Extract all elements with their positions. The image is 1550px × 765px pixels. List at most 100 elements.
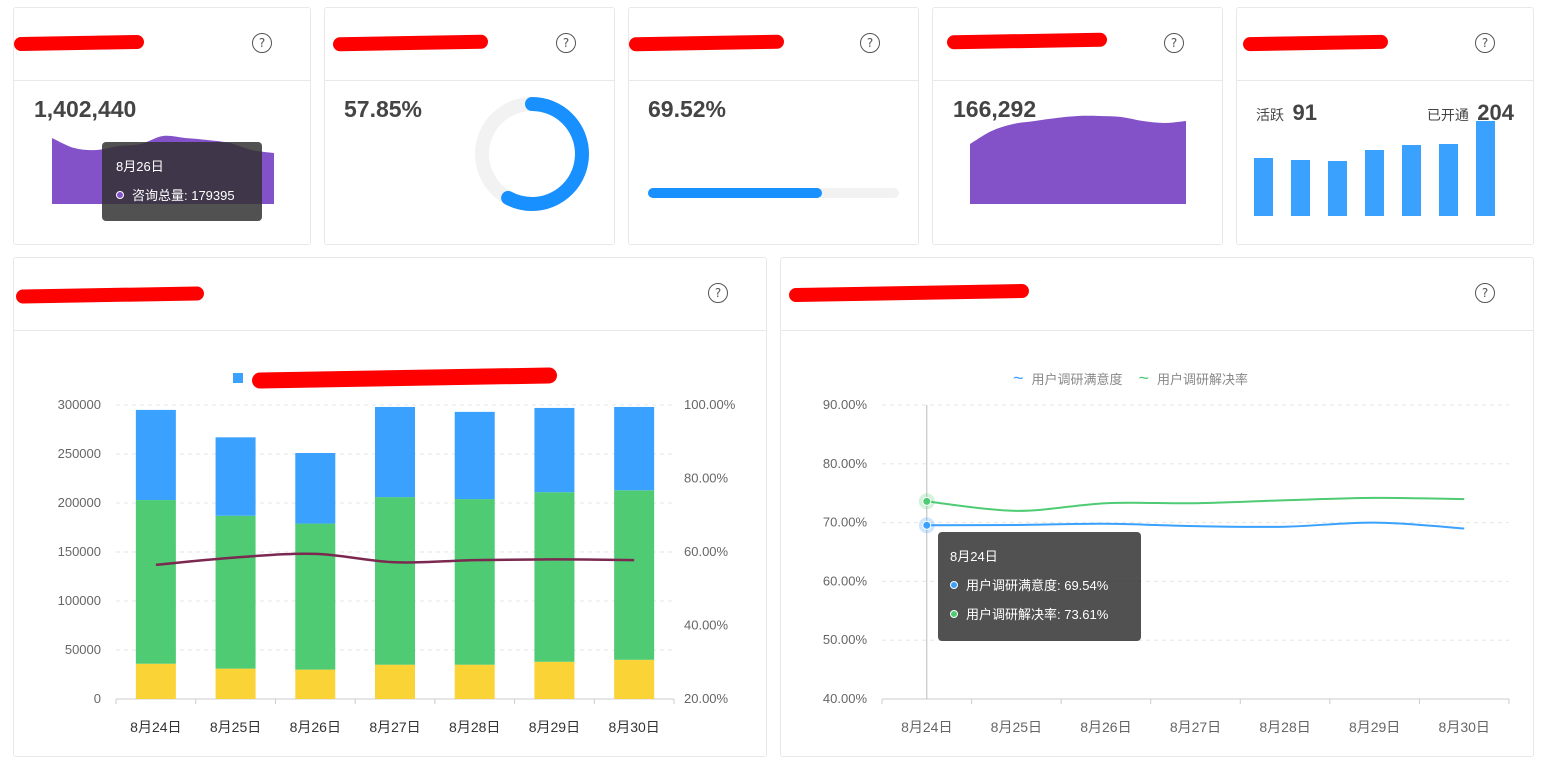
card-header: ?: [628, 8, 918, 81]
metric-value: 1,402,440: [34, 96, 137, 122]
y-tick-label: 150000: [58, 544, 101, 559]
legend-line-icon[interactable]: ~: [1013, 368, 1024, 388]
x-tick-label: 8月25日: [991, 719, 1042, 735]
bar-segment: [534, 407, 575, 493]
stacked-bar-chart: 300000 250000 200000 150000 100000 50000 0 100.…: [58, 397, 736, 735]
help-icon[interactable]: ?: [1475, 283, 1495, 303]
card-header: ?: [13, 8, 310, 81]
metric-value: 69.52%: [648, 96, 727, 122]
progress-track: [648, 188, 899, 198]
bar-segment: [614, 406, 655, 491]
series-dot-icon: [950, 580, 958, 589]
sparkline-fill: [970, 115, 1186, 204]
y-tick-label: 250000: [58, 446, 101, 461]
card-line-chart: ? 90.00% 80.00% 70.00% 60.00% 50.00% 40.00% 8月…: [780, 257, 1534, 757]
help-icon[interactable]: ?: [252, 33, 272, 53]
open-label: 已开通: [1426, 107, 1469, 123]
mini-bar: [1439, 144, 1458, 216]
bar-segment: [454, 411, 495, 500]
bar-segment: [295, 453, 336, 524]
donut-chart: [475, 97, 589, 211]
bar-segment: [215, 437, 256, 516]
donut-fill: [475, 97, 589, 211]
x-tick-label: 8月29日: [529, 719, 580, 735]
tooltip-line2: 用户调研解决率: 73.61%: [966, 607, 1109, 622]
x-tick-label: 8月29日: [1349, 719, 1400, 735]
bar-segment: [614, 490, 655, 660]
y-tick-label: 300000: [58, 397, 101, 412]
help-icon[interactable]: ?: [1475, 33, 1495, 53]
metric-value: 166,292: [953, 96, 1037, 122]
x-tick-label: 8月28日: [449, 719, 500, 735]
bar-segment: [375, 664, 415, 699]
mini-bar: [1291, 160, 1310, 216]
card-progress: ? 69.52%: [628, 7, 919, 245]
help-icon[interactable]: ?: [708, 283, 728, 303]
mini-bar: [1476, 121, 1495, 216]
x-tick-label: 8月30日: [608, 719, 659, 735]
mini-bar-chart: [1254, 121, 1495, 216]
x-tick-label: 8月27日: [369, 719, 420, 735]
y-tick-label: 60.00%: [823, 573, 868, 588]
bar-segment: [295, 523, 336, 670]
active-label: 活跃: [1256, 107, 1284, 123]
bar-segment: [534, 661, 575, 699]
tooltip-date: 8月26日: [116, 159, 164, 174]
mini-bar: [1365, 150, 1384, 216]
card-area: ? 166,292: [932, 7, 1223, 245]
series-line: [926, 496, 1465, 512]
y-tick-label: 90.00%: [823, 397, 868, 412]
open-value: 204: [1477, 100, 1514, 125]
card-header: ?: [781, 258, 1533, 331]
x-tick-label: 8月24日: [130, 719, 181, 735]
bar-segment: [534, 492, 575, 662]
bar-segment: [454, 499, 495, 665]
help-icon[interactable]: ?: [860, 33, 880, 53]
active-value: 91: [1292, 100, 1317, 125]
y2-tick-label: 20.00%: [684, 691, 729, 706]
bar-segment: [614, 659, 655, 699]
legend-line-icon[interactable]: ~: [1138, 368, 1150, 388]
mini-bar: [1402, 145, 1421, 216]
x-tick-label: 8月25日: [210, 719, 261, 735]
bar-segment: [375, 497, 415, 665]
series-line: [155, 552, 635, 567]
line-chart: 90.00% 80.00% 70.00% 60.00% 50.00% 40.00% 8月24…: [823, 397, 1510, 735]
y2-tick-label: 40.00%: [684, 618, 729, 633]
y-tick-label: 100000: [58, 593, 101, 608]
help-icon[interactable]: ?: [556, 33, 576, 53]
bar-segment: [215, 515, 256, 669]
card-header: ?: [1237, 8, 1533, 81]
x-tick-label: 8月24日: [901, 719, 952, 735]
series-dot-icon: [950, 609, 958, 618]
mini-bar: [1328, 161, 1347, 216]
x-tick-label: 8月30日: [1439, 719, 1490, 735]
legend-item-satisfaction[interactable]: 用户调研满意度: [1031, 372, 1123, 387]
bar-segment: [375, 406, 415, 498]
hover-point: [922, 520, 932, 530]
y-tick-label: 40.00%: [823, 691, 868, 706]
bar-segment: [135, 409, 176, 501]
bar-segment: [215, 668, 256, 699]
y-tick-label: 200000: [58, 495, 101, 510]
y-tick-label: 80.00%: [823, 456, 868, 471]
bar-segment: [454, 664, 495, 699]
legend: ~ 用户调研满意度 ~ 用户调研解决率: [1013, 368, 1248, 389]
y2-tick-label: 60.00%: [684, 544, 729, 559]
bar-segment: [135, 663, 176, 699]
card-donut: ? 57.85%: [324, 7, 615, 245]
hover-point: [922, 496, 932, 506]
metric-value: 57.85%: [344, 96, 423, 122]
legend-swatch[interactable]: [233, 373, 243, 383]
tooltip: 8月24日 用户调研满意度: 69.54% 用户调研解决率: 73.61%: [938, 532, 1141, 641]
card-header: ?: [14, 258, 766, 331]
active-group: 活跃 91: [1256, 100, 1317, 126]
tooltip-line1: 用户调研满意度: 69.54%: [966, 578, 1109, 593]
sparkline-area: [970, 115, 1186, 204]
legend-item-resolution[interactable]: 用户调研解决率: [1157, 372, 1249, 387]
open-group: 已开通 204: [1427, 100, 1514, 126]
y2-tick-label: 80.00%: [684, 471, 729, 486]
card-stacked-bar: ? 300000 250000 200000 150000 100000 50000 0 10…: [13, 257, 767, 757]
help-icon[interactable]: ?: [1164, 33, 1184, 53]
y-tick-label: 50.00%: [823, 632, 868, 647]
